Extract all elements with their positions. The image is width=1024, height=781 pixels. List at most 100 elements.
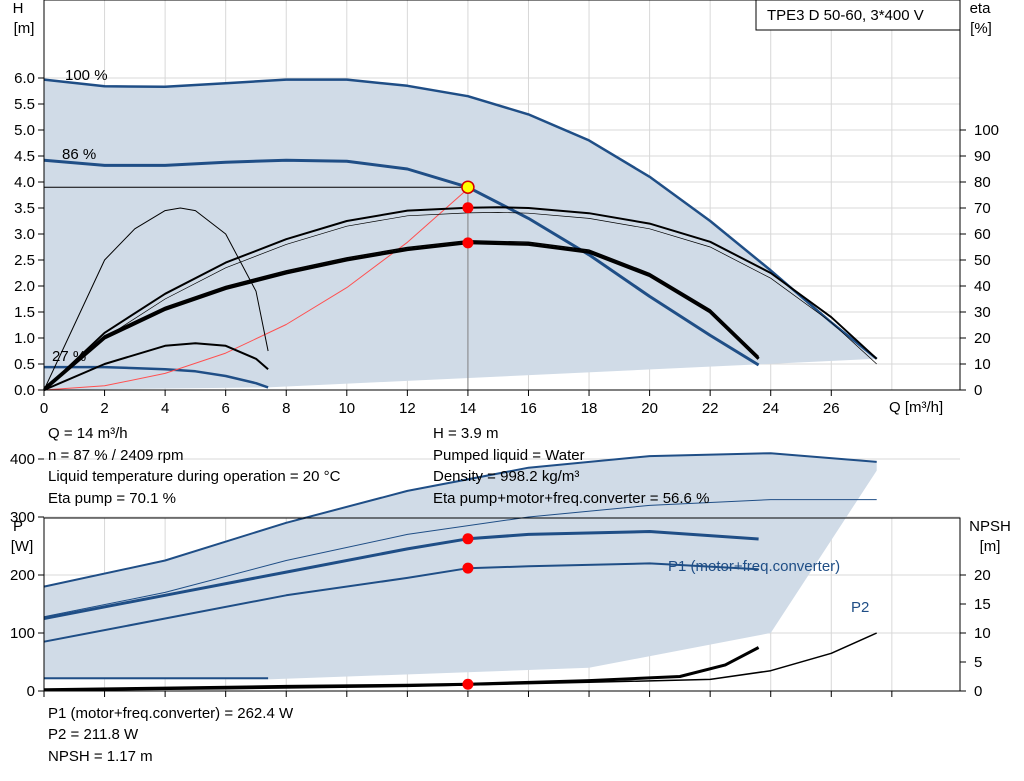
bottom-y-right-tick-label: 5 [974, 654, 982, 671]
power-operating-point [462, 562, 474, 574]
top-y-left-tick-label: 6.0 [14, 70, 35, 87]
info-pumped-liquid: Pumped liquid = Water [433, 447, 585, 464]
top-y-right-tick-label: 60 [974, 226, 991, 243]
eta-operating-point [462, 237, 474, 249]
speed-label-27: 27 % [52, 348, 86, 365]
eta-operating-point [462, 202, 474, 214]
top-y-left-unit: [m] [14, 20, 35, 37]
eta-curve-total-companion [43, 240, 760, 389]
top-x-tick-label: 0 [40, 400, 48, 417]
top-y-left-tick-label: 5.5 [14, 96, 35, 113]
top-chart-markers [44, 180, 475, 390]
top-x-tick-label: 24 [762, 400, 779, 417]
top-x-tick-label: 8 [282, 400, 290, 417]
p2-curve-86 [43, 562, 759, 643]
bottom-y-right-tick-label: 15 [974, 596, 991, 613]
bottom-chart-ticks: 0 100 200 300 400 0 5 10 15 20 [10, 451, 991, 700]
top-x-tick-label: 2 [100, 400, 108, 417]
npsh-operating-point [462, 678, 474, 690]
h-curve-27 [44, 365, 269, 389]
p1-curve-100 [43, 452, 877, 588]
info-density: Density = 998.2 kg/m³ [433, 468, 580, 485]
info-npsh: NPSH = 1.17 m [48, 748, 153, 765]
top-x-tick-label: 4 [161, 400, 169, 417]
eta-curve-pump-27 [43, 207, 269, 391]
eta-curve-thin-companion [43, 212, 877, 391]
top-y-left-tick-label: 4.0 [14, 174, 35, 191]
top-y-right-tick-label: 100 [974, 122, 999, 139]
top-y-right-tick-label: 10 [974, 356, 991, 373]
p2-curve-100 [43, 499, 877, 618]
bottom-y-right-tick-label: 20 [974, 567, 991, 584]
bottom-y-left-tick-label: 100 [10, 625, 35, 642]
info-speed: n = 87 % / 2409 rpm [48, 447, 184, 464]
power-operating-point [462, 533, 474, 545]
bottom-chart-curves [43, 452, 878, 692]
h-curve-86 [43, 158, 760, 367]
bottom-chart-markers [462, 533, 474, 690]
bottom-y-left-tick-label: 0 [27, 683, 35, 700]
top-y-right-title: eta [970, 0, 992, 17]
top-y-left-tick-label: 4.5 [14, 148, 35, 165]
bottom-y-left-tick-label: 300 [10, 509, 35, 526]
info-p1: P1 (motor+freq.converter) = 262.4 W [48, 705, 294, 722]
h-curve-100 [43, 78, 878, 360]
speed-label-100: 100 % [65, 67, 108, 84]
duty-point-marker [461, 180, 475, 194]
top-y-left-tick-label: 1.5 [14, 304, 35, 321]
top-y-right-tick-label: 30 [974, 304, 991, 321]
bottom-chart-area-fill [44, 453, 877, 680]
top-x-tick-label: 20 [641, 400, 658, 417]
top-y-right-tick-label: 70 [974, 200, 991, 217]
top-y-right-unit: [%] [970, 20, 992, 37]
top-y-left-tick-label: 3.5 [14, 200, 35, 217]
p2-curve-label: P2 [851, 599, 869, 616]
speed-label-86: 86 % [62, 146, 96, 163]
top-y-right-tick-label: 0 [974, 382, 982, 399]
info-eta-pump: Eta pump = 70.1 % [48, 490, 176, 507]
top-y-left-tick-label: 1.0 [14, 330, 35, 347]
bottom-y-right-tick-label: 10 [974, 625, 991, 642]
bottom-y-left-unit: [W] [11, 538, 34, 555]
top-y-right-tick-label: 40 [974, 278, 991, 295]
top-chart-curves [43, 78, 878, 392]
top-x-tick-label: 26 [823, 400, 840, 417]
info-p2: P2 = 211.8 W [48, 726, 139, 743]
top-y-left-tick-label: 0.0 [14, 382, 35, 399]
info-head: H = 3.9 m [433, 425, 499, 442]
top-x-tick-label: 6 [222, 400, 230, 417]
top-x-tick-label: 10 [338, 400, 355, 417]
info-eta-total: Eta pump+motor+freq.converter = 56.6 % [433, 490, 710, 507]
top-chart-frame [43, 0, 961, 391]
top-y-right-tick-label: 50 [974, 252, 991, 269]
top-y-left-title: H [13, 0, 24, 17]
eta-curve-pump-100 [43, 206, 878, 391]
top-x-tick-label: 14 [460, 400, 477, 417]
top-y-left-tick-label: 2.5 [14, 252, 35, 269]
bottom-y-left-tick-label: 200 [10, 567, 35, 584]
npsh-curve-100 [43, 632, 878, 692]
top-x-label: Q [m³/h] [889, 399, 943, 416]
top-x-tick-label: 22 [702, 400, 719, 417]
info-liquid-temp: Liquid temperature during operation = 20… [48, 468, 341, 485]
top-y-right-tick-label: 90 [974, 148, 991, 165]
info-q: Q = 14 m³/h [48, 425, 128, 442]
top-y-right-tick-label: 80 [974, 174, 991, 191]
bottom-operating-area [44, 453, 877, 680]
bottom-y-right-unit: [m] [980, 538, 1001, 555]
bottom-y-right-title: NPSH [969, 518, 1011, 535]
eta-curve-27 [43, 342, 269, 391]
top-y-left-tick-label: 5.0 [14, 122, 35, 139]
top-y-left-tick-label: 2.0 [14, 278, 35, 295]
top-y-left-tick-label: 0.5 [14, 356, 35, 373]
top-chart-area-fill [44, 79, 877, 390]
top-x-tick-label: 16 [520, 400, 537, 417]
p1-curve-86 [43, 530, 759, 620]
top-x-tick-label: 12 [399, 400, 416, 417]
bottom-y-left-title: P [13, 518, 23, 535]
model-label: TPE3 D 50-60, 3*400 V [767, 7, 924, 24]
bottom-y-left-tick-label: 400 [10, 451, 35, 468]
top-operating-area [44, 79, 877, 390]
eta-curve-total-86 [43, 241, 760, 392]
